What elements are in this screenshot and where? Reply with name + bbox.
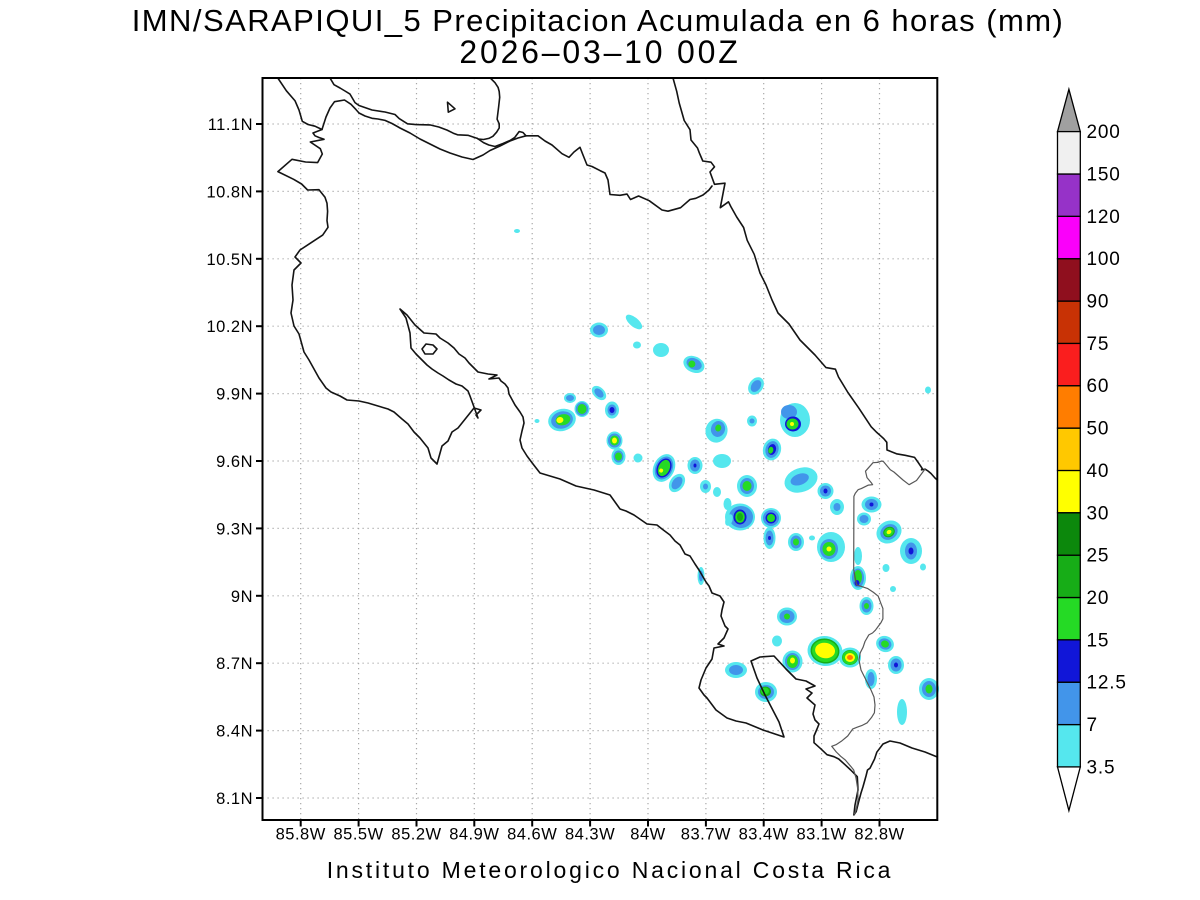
svg-text:40: 40: [1087, 461, 1110, 482]
svg-text:85.5W: 85.5W: [334, 826, 384, 844]
svg-text:83.4W: 83.4W: [739, 826, 789, 844]
svg-text:25: 25: [1087, 546, 1110, 567]
svg-text:2026–03–10 00Z: 2026–03–10 00Z: [459, 34, 740, 70]
svg-text:8.1N: 8.1N: [216, 790, 253, 808]
svg-text:11.1N: 11.1N: [208, 116, 253, 134]
svg-text:10.2N: 10.2N: [206, 318, 253, 336]
svg-text:82.8W: 82.8W: [854, 826, 904, 844]
svg-text:3.5: 3.5: [1087, 757, 1116, 778]
svg-text:84W: 84W: [630, 826, 665, 844]
svg-text:50: 50: [1087, 419, 1110, 440]
svg-text:Instituto Meteorologico Nacion: Instituto Meteorologico Nacional Costa R…: [327, 857, 894, 883]
svg-text:100: 100: [1087, 249, 1121, 270]
svg-text:9N: 9N: [231, 588, 253, 606]
svg-text:84.3W: 84.3W: [565, 826, 615, 844]
svg-text:9.6N: 9.6N: [216, 453, 253, 471]
svg-text:15: 15: [1087, 630, 1110, 651]
svg-text:12.5: 12.5: [1087, 673, 1127, 694]
svg-text:83.1W: 83.1W: [797, 826, 847, 844]
svg-text:9.3N: 9.3N: [216, 520, 253, 538]
svg-text:200: 200: [1087, 122, 1121, 143]
svg-text:8.4N: 8.4N: [216, 723, 253, 741]
svg-text:84.6W: 84.6W: [507, 826, 557, 844]
svg-text:10.8N: 10.8N: [206, 183, 253, 201]
svg-text:83.7W: 83.7W: [681, 826, 731, 844]
svg-text:90: 90: [1087, 292, 1110, 313]
svg-text:85.8W: 85.8W: [276, 826, 326, 844]
svg-text:9.9N: 9.9N: [216, 386, 253, 404]
svg-text:IMN/SARAPIQUI_5 Precipitacion: IMN/SARAPIQUI_5 Precipitacion Acumulada …: [132, 3, 1065, 38]
svg-text:85.2W: 85.2W: [391, 826, 441, 844]
svg-text:30: 30: [1087, 503, 1110, 524]
svg-text:120: 120: [1087, 207, 1121, 228]
svg-text:60: 60: [1087, 376, 1110, 397]
svg-text:8.7N: 8.7N: [216, 655, 253, 673]
svg-text:150: 150: [1087, 165, 1121, 186]
svg-text:10.5N: 10.5N: [206, 251, 253, 269]
svg-text:20: 20: [1087, 588, 1110, 609]
svg-text:75: 75: [1087, 334, 1110, 355]
svg-text:7: 7: [1087, 715, 1098, 736]
svg-text:84.9W: 84.9W: [449, 826, 499, 844]
